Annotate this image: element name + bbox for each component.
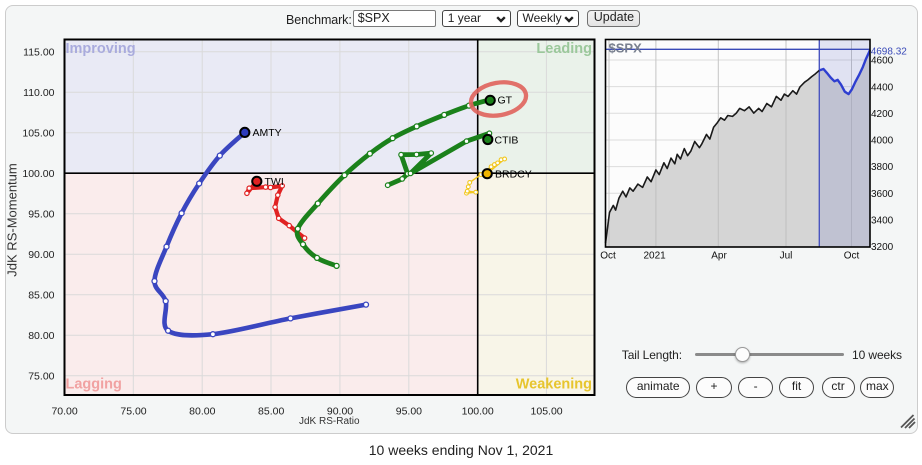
svg-text:4200: 4200: [871, 109, 894, 120]
svg-text:80.00: 80.00: [189, 406, 215, 418]
svg-text:110.00: 110.00: [23, 87, 54, 99]
svg-text:90.00: 90.00: [28, 249, 54, 261]
svg-text:$SPX: $SPX: [609, 40, 643, 55]
svg-text:Leading: Leading: [536, 41, 592, 57]
svg-text:BRDCY: BRDCY: [495, 169, 532, 181]
svg-text:100.00: 100.00: [462, 406, 494, 418]
svg-text:Apr: Apr: [711, 251, 727, 262]
svg-text:Oct: Oct: [600, 251, 616, 262]
svg-text:JdK RS-Momentum: JdK RS-Momentum: [5, 163, 20, 276]
svg-text:90.00: 90.00: [327, 406, 353, 418]
svg-text:70.00: 70.00: [51, 406, 77, 418]
svg-text:4400: 4400: [871, 82, 894, 93]
svg-text:85.00: 85.00: [28, 289, 54, 301]
svg-text:85.00: 85.00: [258, 406, 284, 418]
svg-text:4600: 4600: [871, 56, 894, 67]
svg-text:2021: 2021: [643, 251, 666, 262]
svg-text:75.00: 75.00: [120, 406, 146, 418]
svg-text:115.00: 115.00: [23, 46, 54, 58]
svg-text:80.00: 80.00: [28, 330, 54, 342]
svg-text:100.00: 100.00: [22, 168, 54, 180]
svg-text:105.00: 105.00: [22, 127, 54, 139]
svg-text:CTIB: CTIB: [495, 134, 519, 146]
svg-text:4000: 4000: [871, 136, 894, 147]
svg-text:Oct: Oct: [844, 251, 860, 262]
svg-text:75.00: 75.00: [28, 370, 54, 382]
svg-text:3600: 3600: [871, 189, 894, 200]
svg-text:Jul: Jul: [780, 251, 793, 262]
svg-text:105.00: 105.00: [531, 406, 563, 418]
svg-text:TWI: TWI: [265, 176, 284, 188]
svg-text:Improving: Improving: [66, 41, 136, 57]
svg-text:AMTY: AMTY: [253, 127, 282, 139]
svg-text:95.00: 95.00: [396, 406, 422, 418]
svg-text:4698.32: 4698.32: [871, 46, 908, 57]
svg-text:GT: GT: [498, 95, 513, 107]
svg-text:3400: 3400: [871, 216, 894, 227]
svg-text:Lagging: Lagging: [66, 377, 122, 393]
svg-text:3200: 3200: [871, 242, 894, 253]
svg-text:95.00: 95.00: [28, 208, 54, 220]
svg-text:JdK RS-Ratio: JdK RS-Ratio: [299, 416, 360, 427]
svg-text:Weakening: Weakening: [516, 377, 592, 393]
svg-text:3800: 3800: [871, 162, 894, 173]
